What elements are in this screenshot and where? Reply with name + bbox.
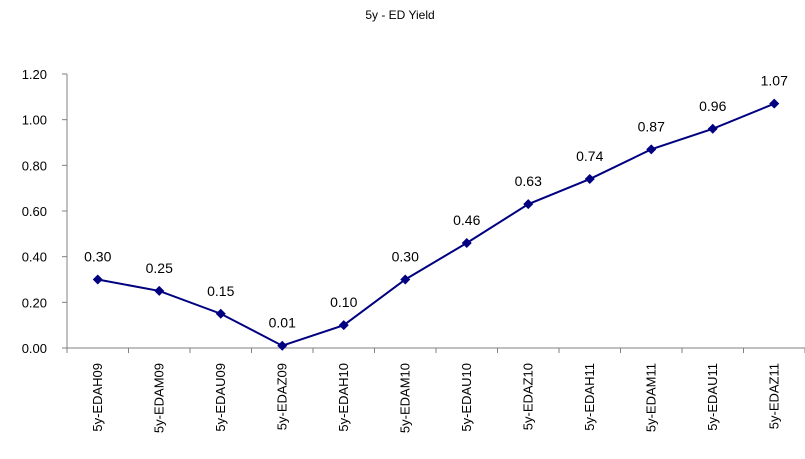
data-label: 0.96 bbox=[699, 98, 726, 114]
data-labels: 0.30 0.25 0.15 0.01 0.10 0.30 0.46 0.63 0.74 0.87… bbox=[84, 73, 788, 331]
data-point-marker bbox=[154, 285, 165, 296]
data-point-marker bbox=[769, 98, 780, 109]
data-point-marker bbox=[338, 320, 349, 331]
y-tick-label: 0.20 bbox=[22, 295, 47, 310]
axes bbox=[66, 74, 805, 349]
data-label: 0.01 bbox=[269, 315, 296, 331]
y-axis-ticks: 0.00 0.20 0.40 0.60 0.80 1.00 1.20 bbox=[22, 67, 67, 356]
data-point-marker bbox=[584, 174, 595, 185]
chart-title: 5y - ED Yield bbox=[365, 8, 434, 22]
x-category-label: 5y-EDAM10 bbox=[397, 363, 412, 433]
x-axis-categories: 5y-EDAH09 5y-EDAM09 5y-EDAU09 5y-EDAZ09 5y-E… bbox=[66, 348, 805, 433]
series-group bbox=[92, 98, 780, 351]
data-point-marker bbox=[707, 123, 718, 134]
data-point-marker bbox=[646, 144, 657, 155]
data-label: 0.10 bbox=[330, 294, 357, 310]
data-label: 0.15 bbox=[207, 283, 234, 299]
x-category-label: 5y-EDAM11 bbox=[643, 363, 658, 432]
y-tick-label: 1.20 bbox=[22, 67, 47, 82]
data-label: 0.30 bbox=[84, 249, 111, 265]
data-point-marker bbox=[461, 237, 472, 248]
data-label: 0.87 bbox=[638, 118, 665, 134]
x-category-label: 5y-EDAH09 bbox=[90, 363, 105, 432]
y-tick-label: 0.80 bbox=[22, 158, 47, 173]
data-label: 0.25 bbox=[146, 260, 173, 276]
x-category-label: 5y-EDAM09 bbox=[151, 363, 166, 433]
data-point-marker bbox=[400, 274, 411, 285]
y-tick-label: 1.00 bbox=[22, 113, 47, 128]
data-label: 0.63 bbox=[515, 173, 542, 189]
x-category-label: 5y-EDAH10 bbox=[336, 363, 351, 432]
data-label: 0.74 bbox=[576, 148, 603, 164]
series-line bbox=[97, 102, 775, 347]
data-label: 0.30 bbox=[392, 249, 419, 265]
y-tick-label: 0.60 bbox=[22, 204, 47, 219]
x-category-label: 5y-EDAH11 bbox=[582, 363, 597, 431]
x-category-label: 5y-EDAZ09 bbox=[274, 363, 289, 430]
data-point-marker bbox=[277, 340, 288, 351]
data-point-marker bbox=[92, 274, 103, 285]
x-category-label: 5y-EDAZ10 bbox=[520, 363, 535, 430]
data-point-marker bbox=[523, 199, 534, 210]
y-tick-label: 0.40 bbox=[22, 250, 47, 265]
data-point-marker bbox=[215, 308, 226, 319]
data-label: 1.07 bbox=[761, 73, 788, 89]
x-category-label: 5y-EDAU10 bbox=[459, 363, 474, 432]
data-label: 0.46 bbox=[453, 212, 480, 228]
x-category-label: 5y-EDAZ11 bbox=[766, 363, 781, 429]
x-category-label: 5y-EDAU09 bbox=[213, 363, 228, 432]
x-category-label: 5y-EDAU11 bbox=[705, 363, 720, 431]
y-tick-label: 0.00 bbox=[22, 341, 47, 356]
